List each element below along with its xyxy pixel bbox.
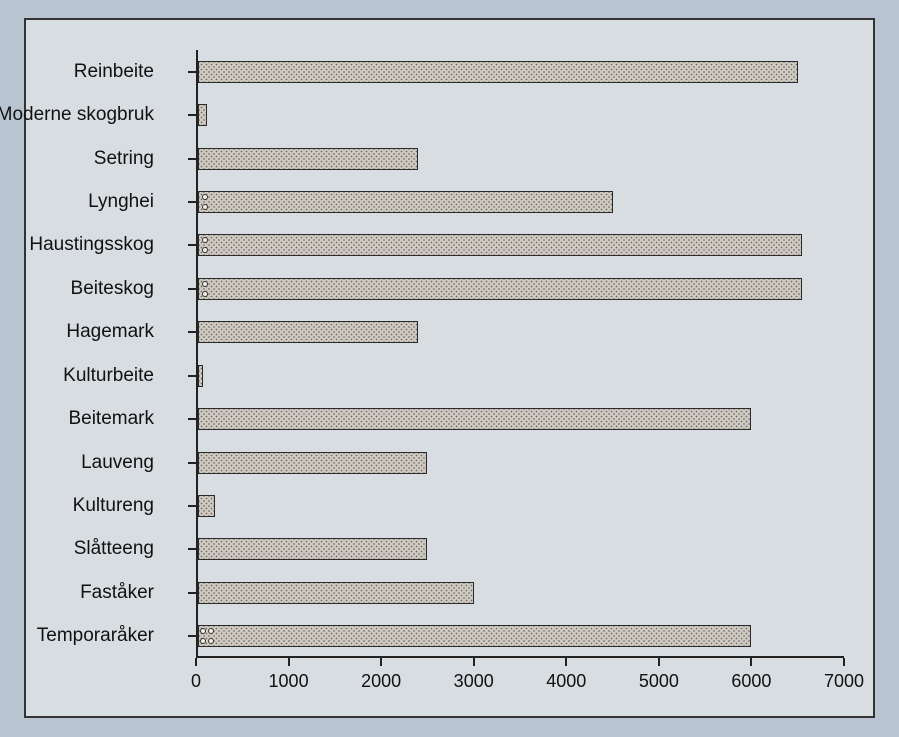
x-tick-label: 3000 [454, 671, 494, 692]
bar [198, 452, 427, 474]
category-label: Kultureng [73, 495, 154, 517]
plot-area: 01000200030004000500060007000ReinbeiteMo… [196, 50, 844, 658]
bar-marker [202, 281, 208, 287]
x-tick [288, 658, 290, 666]
x-tick-label: 4000 [546, 671, 586, 692]
y-axis [196, 50, 198, 658]
bar [198, 191, 613, 213]
x-axis [196, 656, 844, 658]
x-tick-label: 0 [191, 671, 201, 692]
bar [198, 321, 418, 343]
category-label: Lauveng [81, 452, 154, 474]
x-tick-label: 5000 [639, 671, 679, 692]
bar [198, 365, 203, 387]
x-tick-label: 7000 [824, 671, 864, 692]
bar [198, 538, 427, 560]
bar [198, 408, 751, 430]
y-tick [188, 592, 196, 594]
category-label: Beiteskog [71, 278, 154, 300]
category-label: Slåtteeng [74, 538, 154, 560]
bar [198, 495, 215, 517]
x-tick-label: 1000 [269, 671, 309, 692]
y-tick [188, 71, 196, 73]
bar-marker [202, 204, 208, 210]
y-tick [188, 505, 196, 507]
bar [198, 148, 418, 170]
bar-marker [202, 194, 208, 200]
category-label: Hagemark [66, 321, 154, 343]
y-tick [188, 635, 196, 637]
category-label: Moderne skogbruk [0, 104, 154, 126]
y-tick [188, 462, 196, 464]
y-tick [188, 375, 196, 377]
category-label: Haustingsskog [29, 234, 154, 256]
x-tick [658, 658, 660, 666]
x-tick-label: 2000 [361, 671, 401, 692]
y-tick [188, 288, 196, 290]
chart-frame: 01000200030004000500060007000ReinbeiteMo… [24, 18, 875, 718]
bar [198, 625, 751, 647]
category-label: Setring [94, 148, 154, 170]
category-label: Lynghei [88, 191, 154, 213]
x-tick [195, 658, 197, 666]
y-tick [188, 548, 196, 550]
bar [198, 582, 474, 604]
bar [198, 61, 798, 83]
x-tick [380, 658, 382, 666]
y-tick [188, 418, 196, 420]
y-tick [188, 244, 196, 246]
y-tick [188, 158, 196, 160]
bar [198, 278, 802, 300]
y-tick [188, 201, 196, 203]
category-label: Temporaråker [37, 625, 154, 647]
x-tick [565, 658, 567, 666]
category-label: Faståker [80, 582, 154, 604]
y-tick [188, 114, 196, 116]
bar [198, 234, 802, 256]
bar [198, 104, 207, 126]
y-tick [188, 331, 196, 333]
x-tick-label: 6000 [731, 671, 771, 692]
x-tick [750, 658, 752, 666]
bar-marker [202, 291, 208, 297]
category-label: Kulturbeite [63, 365, 154, 387]
x-tick [843, 658, 845, 666]
category-label: Reinbeite [74, 61, 154, 83]
x-tick [473, 658, 475, 666]
category-label: Beitemark [68, 408, 154, 430]
